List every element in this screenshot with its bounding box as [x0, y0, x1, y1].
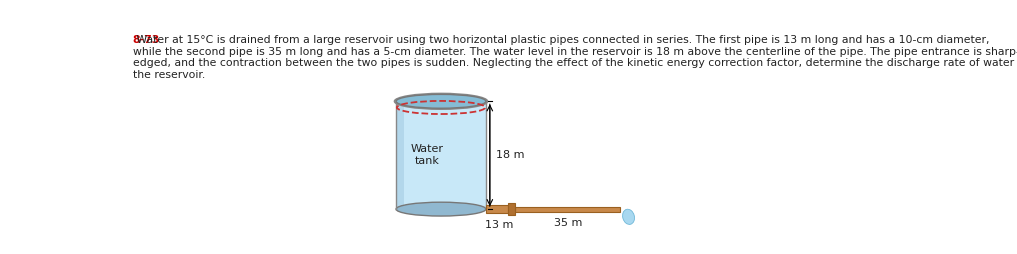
Text: 13 m: 13 m [484, 219, 513, 230]
Ellipse shape [396, 202, 486, 216]
Bar [486, 205, 507, 213]
Bar [516, 207, 620, 212]
Ellipse shape [396, 94, 486, 108]
Ellipse shape [622, 209, 635, 224]
Ellipse shape [395, 93, 487, 109]
Text: 18 m: 18 m [496, 150, 525, 160]
Text: Water at 15°C is drained from a large reservoir using two horizontal plastic pip: Water at 15°C is drained from a large re… [132, 35, 1017, 80]
Bar [507, 203, 516, 215]
Text: 8-73: 8-73 [132, 35, 160, 45]
Bar [396, 101, 404, 209]
Text: 35 m: 35 m [553, 218, 582, 228]
Bar [396, 101, 486, 209]
Text: Water
tank: Water tank [411, 145, 443, 166]
Ellipse shape [396, 94, 486, 108]
